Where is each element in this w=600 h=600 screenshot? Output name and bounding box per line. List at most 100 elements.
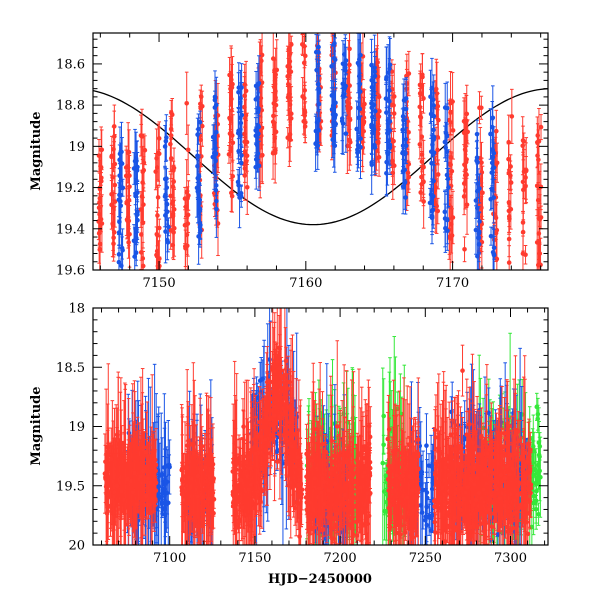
data-point-marker (406, 130, 411, 135)
data-point-marker (442, 209, 448, 215)
data-point-marker (316, 118, 321, 123)
data-point-marker (184, 189, 189, 195)
top-red-point (448, 109, 454, 136)
data-point-marker (450, 215, 456, 220)
data-point-marker (347, 137, 352, 143)
data-point-marker (520, 143, 526, 149)
data-point-marker (506, 260, 512, 265)
top-blue-point (253, 84, 259, 115)
top-red-point (244, 159, 250, 215)
top-blue-point (213, 174, 219, 197)
data-point-marker (535, 153, 540, 158)
data-point-marker (431, 178, 436, 184)
data-point-marker (287, 102, 293, 107)
data-point-marker (418, 190, 424, 195)
top-red-point (494, 201, 500, 259)
top-plot-frame (92, 32, 549, 271)
data-point-marker (506, 236, 512, 242)
top-blue-point (490, 227, 496, 270)
data-point-marker (235, 179, 241, 185)
data-point-marker (156, 259, 161, 265)
data-point-marker (255, 151, 261, 156)
data-point-marker (419, 134, 425, 140)
top-red-point (300, 34, 305, 55)
top-blue-point (401, 78, 407, 123)
top-red-point (156, 126, 162, 151)
top-red-point (538, 114, 544, 141)
data-point-marker (361, 128, 366, 134)
data-point-marker (538, 262, 543, 268)
data-point-marker (343, 131, 349, 136)
top-blue-point (342, 62, 348, 114)
data-point-marker (369, 85, 375, 90)
data-point-marker (212, 154, 217, 160)
top-blue-point (372, 34, 377, 101)
top-blue-point (369, 153, 375, 176)
top-blue-point (133, 182, 138, 206)
top-blue-point (164, 114, 169, 161)
bottom-data-points (102, 308, 543, 545)
data-point-marker (400, 114, 406, 119)
data-point-marker (170, 213, 176, 219)
top-blue-point (120, 228, 125, 270)
data-point-marker (111, 230, 117, 235)
top-blue-point (431, 74, 437, 137)
top-blue-point (430, 194, 436, 226)
top-red-point (273, 83, 278, 113)
data-point-marker (124, 200, 129, 206)
data-point-marker (168, 141, 173, 147)
top-red-point (391, 92, 396, 119)
data-point-marker (443, 225, 448, 231)
top-red-point (300, 77, 305, 116)
data-point-marker (406, 161, 412, 167)
data-point-marker (462, 246, 467, 252)
data-point-marker (165, 237, 170, 243)
top-red-point (182, 206, 188, 245)
top-red-point (109, 135, 115, 176)
data-point-marker (421, 96, 426, 101)
data-point-marker (480, 190, 485, 196)
top-blue-point (477, 173, 482, 204)
data-point-marker (285, 135, 291, 141)
top-red-point (406, 50, 412, 97)
top-red-point (259, 45, 264, 77)
data-point-marker (238, 190, 244, 196)
top-blue-point (196, 207, 201, 265)
data-point-marker (443, 145, 449, 150)
data-point-marker (331, 108, 336, 114)
top-blue-point (403, 180, 408, 215)
data-point-marker (476, 235, 481, 241)
data-point-marker (403, 195, 408, 200)
top-blue-point (163, 199, 168, 264)
data-point-marker (244, 153, 250, 159)
data-point-marker (462, 172, 468, 178)
data-point-marker (228, 130, 234, 136)
top-red-point (96, 202, 101, 241)
top-blue-point (387, 94, 393, 149)
data-point-marker (256, 80, 262, 86)
data-point-marker (432, 202, 438, 207)
top-red-point (535, 143, 540, 168)
top-red-point (432, 176, 438, 233)
data-point-marker (417, 142, 423, 147)
top-red-point (170, 200, 176, 232)
data-point-marker (369, 124, 374, 130)
data-point-marker (464, 111, 470, 117)
top-red-point (111, 209, 117, 256)
data-point-marker (196, 234, 201, 239)
top-blue-point (238, 69, 243, 127)
top-red-point (508, 171, 514, 195)
data-point-marker (171, 179, 177, 184)
data-point-marker (244, 185, 250, 190)
data-point-marker (387, 62, 393, 68)
top-blue-point (444, 81, 450, 135)
data-point-marker (210, 134, 216, 140)
data-point-marker (435, 172, 441, 177)
top-blue-point (135, 189, 140, 240)
top-blue-point (238, 184, 244, 203)
data-point-marker (430, 97, 436, 103)
top-y-tick-label: 19.4 (56, 222, 85, 237)
data-point-marker (490, 249, 496, 255)
data-point-marker (444, 172, 450, 178)
data-point-marker (523, 252, 528, 258)
